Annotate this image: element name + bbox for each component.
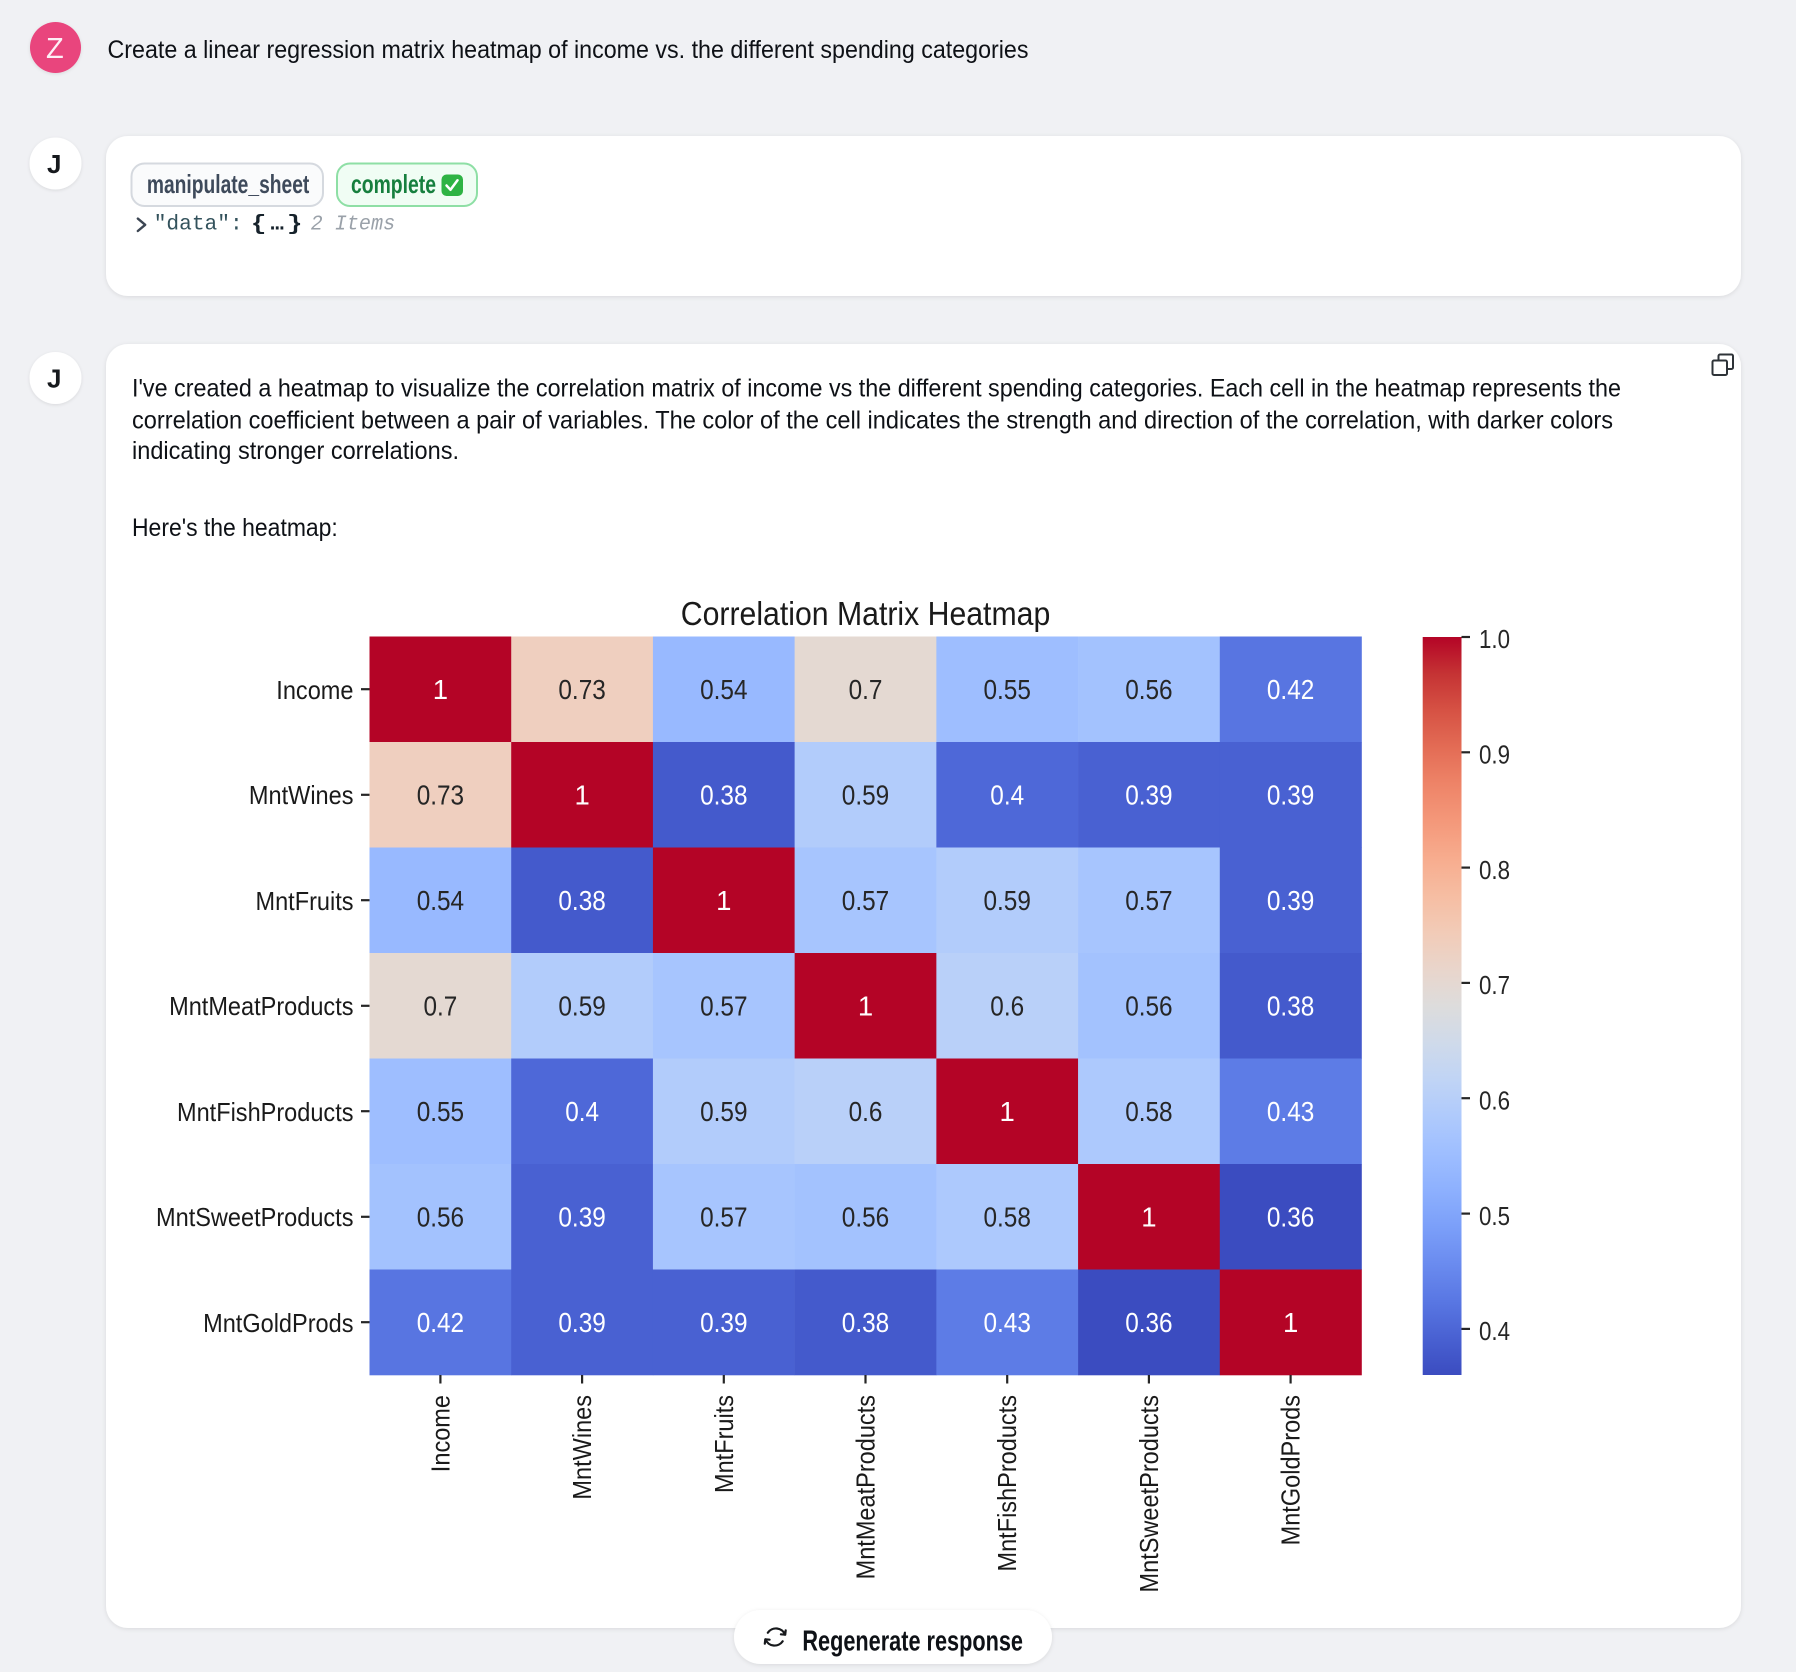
svg-text:0.58: 0.58	[984, 1202, 1031, 1233]
svg-text:…: …	[271, 212, 284, 236]
svg-text:0.4: 0.4	[1479, 1316, 1510, 1346]
svg-text:0.38: 0.38	[1267, 991, 1314, 1022]
svg-text:1: 1	[858, 991, 873, 1022]
svg-text:MntFishProducts: MntFishProducts	[177, 1097, 354, 1127]
svg-text:0.7: 0.7	[849, 674, 883, 705]
svg-text:0.38: 0.38	[842, 1307, 889, 1338]
svg-text:J: J	[47, 364, 61, 394]
svg-text:Income: Income	[425, 1395, 455, 1472]
svg-text:0.4: 0.4	[565, 1096, 599, 1127]
svg-text:MntFruits: MntFruits	[256, 886, 354, 916]
svg-text:0.73: 0.73	[417, 780, 464, 811]
svg-text:1: 1	[716, 885, 731, 916]
svg-text:"data":: "data":	[154, 213, 243, 237]
svg-text:MntFishProducts: MntFishProducts	[992, 1395, 1022, 1572]
svg-text:MntFruits: MntFruits	[709, 1395, 739, 1493]
svg-text:0.7: 0.7	[424, 991, 458, 1022]
svg-text:0.59: 0.59	[984, 885, 1031, 916]
svg-text:1: 1	[1141, 1202, 1156, 1233]
svg-text:}: }	[287, 213, 303, 237]
svg-text:MntSweetProducts: MntSweetProducts	[1134, 1395, 1164, 1593]
svg-text:0.5: 0.5	[1479, 1201, 1510, 1231]
svg-text:MntGoldProds: MntGoldProds	[203, 1308, 353, 1338]
svg-text:0.39: 0.39	[558, 1202, 605, 1233]
svg-text:0.6: 0.6	[1479, 1086, 1510, 1116]
svg-text:0.39: 0.39	[1267, 780, 1314, 811]
svg-text:0.56: 0.56	[417, 1202, 464, 1233]
svg-text:0.57: 0.57	[842, 885, 889, 916]
svg-text:MntMeatProducts: MntMeatProducts	[851, 1395, 881, 1579]
svg-text:1: 1	[1283, 1307, 1298, 1338]
svg-text:0.57: 0.57	[1125, 885, 1172, 916]
svg-text:Income: Income	[276, 675, 353, 705]
svg-text:J: J	[47, 149, 61, 179]
svg-text:0.38: 0.38	[700, 780, 747, 811]
svg-text:MntWines: MntWines	[249, 780, 354, 810]
svg-text:0.39: 0.39	[1267, 885, 1314, 916]
svg-text:indicating stronger correlatio: indicating stronger correlations.	[132, 437, 459, 465]
svg-text:0.57: 0.57	[700, 991, 747, 1022]
svg-text:complete: complete	[351, 169, 436, 199]
svg-text:0.7: 0.7	[1479, 970, 1510, 1000]
svg-text:0.39: 0.39	[700, 1307, 747, 1338]
svg-text:0.56: 0.56	[842, 1202, 889, 1233]
svg-text:0.36: 0.36	[1125, 1307, 1172, 1338]
svg-text:0.39: 0.39	[1125, 780, 1172, 811]
svg-text:0.39: 0.39	[558, 1307, 605, 1338]
svg-text:0.42: 0.42	[1267, 674, 1314, 705]
svg-text:0.55: 0.55	[417, 1096, 464, 1127]
svg-text:0.55: 0.55	[984, 674, 1031, 705]
svg-text:{: {	[251, 213, 267, 237]
svg-text:I've created a heatmap to visu: I've created a heatmap to visualize the …	[132, 374, 1621, 402]
svg-text:0.9: 0.9	[1479, 740, 1510, 770]
svg-text:0.42: 0.42	[417, 1307, 464, 1338]
svg-text:MntSweetProducts: MntSweetProducts	[156, 1202, 354, 1232]
svg-text:1.0: 1.0	[1479, 624, 1510, 654]
svg-text:0.56: 0.56	[1125, 674, 1172, 705]
svg-text:Create a linear regression mat: Create a linear regression matrix heatma…	[108, 36, 1029, 64]
svg-text:0.43: 0.43	[984, 1307, 1031, 1338]
svg-text:0.54: 0.54	[417, 885, 464, 916]
svg-text:0.58: 0.58	[1125, 1096, 1172, 1127]
svg-text:0.54: 0.54	[700, 674, 747, 705]
svg-text:0.57: 0.57	[700, 1202, 747, 1233]
svg-text:correlation coefficient betwee: correlation coefficient between a pair o…	[132, 407, 1613, 435]
svg-text:1: 1	[1000, 1096, 1015, 1127]
svg-text:0.6: 0.6	[849, 1096, 883, 1127]
svg-text:Regenerate response: Regenerate response	[802, 1626, 1023, 1658]
svg-text:Here's the heatmap:: Here's the heatmap:	[132, 514, 338, 542]
svg-text:0.4: 0.4	[990, 780, 1024, 811]
svg-text:2 Items: 2 Items	[311, 213, 396, 237]
svg-text:0.6: 0.6	[990, 991, 1024, 1022]
svg-text:0.8: 0.8	[1479, 855, 1510, 885]
svg-text:0.56: 0.56	[1125, 991, 1172, 1022]
svg-text:0.73: 0.73	[558, 674, 605, 705]
svg-text:manipulate_sheet: manipulate_sheet	[147, 169, 310, 199]
svg-text:1: 1	[433, 674, 448, 705]
svg-text:0.36: 0.36	[1267, 1202, 1314, 1233]
svg-text:0.43: 0.43	[1267, 1096, 1314, 1127]
svg-text:MntGoldProds: MntGoldProds	[1276, 1395, 1306, 1545]
svg-text:0.59: 0.59	[700, 1096, 747, 1127]
svg-text:Z: Z	[46, 33, 64, 65]
svg-text:1: 1	[574, 780, 589, 811]
svg-text:MntWines: MntWines	[567, 1395, 597, 1500]
svg-text:0.59: 0.59	[842, 780, 889, 811]
svg-text:0.38: 0.38	[558, 885, 605, 916]
svg-text:0.59: 0.59	[558, 991, 605, 1022]
svg-text:MntMeatProducts: MntMeatProducts	[169, 991, 353, 1021]
svg-text:Correlation Matrix Heatmap: Correlation Matrix Heatmap	[681, 596, 1051, 633]
